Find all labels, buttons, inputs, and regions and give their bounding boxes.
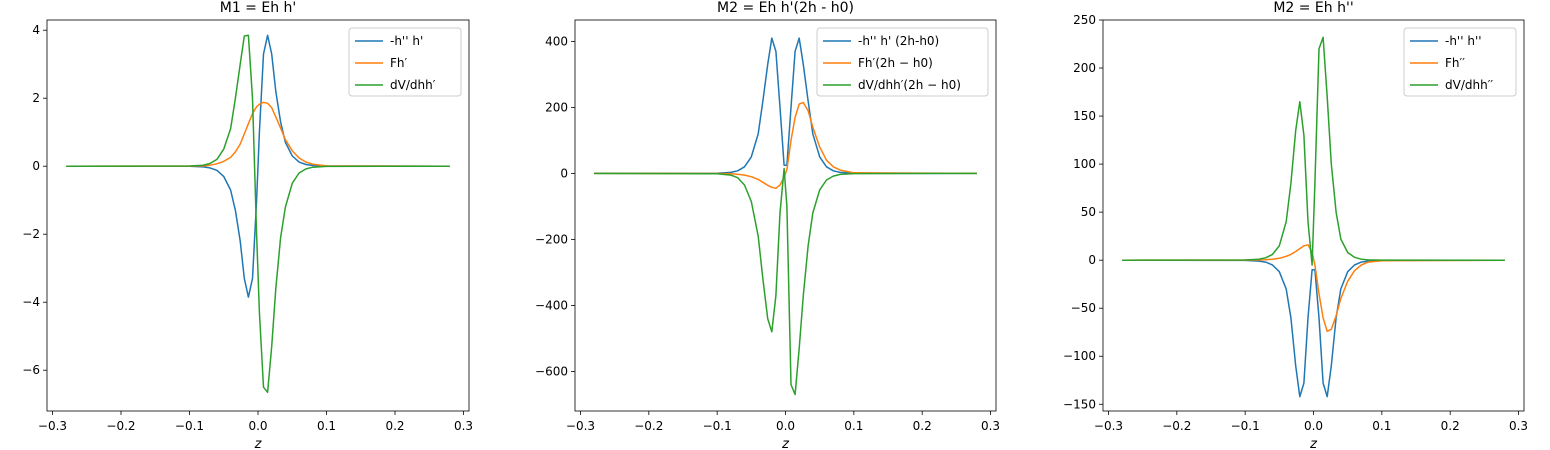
plot-lines bbox=[66, 34, 450, 394]
x-tick-label: 0.0 bbox=[1304, 419, 1323, 433]
x-tick-label: 0.2 bbox=[385, 419, 404, 433]
y-tick-label: −6 bbox=[22, 363, 40, 377]
y-tick-label: −50 bbox=[1071, 301, 1096, 315]
y-tick-label: 150 bbox=[1073, 109, 1096, 123]
chart-panel-2: M2 = Eh h'(2h - h0) −0.3 −0.2 −0.1 0.0 0.1 0.2… bbox=[535, 0, 1000, 450]
x-tick-label: −0.1 bbox=[175, 419, 204, 433]
series-line-3 bbox=[594, 167, 977, 396]
legend-label: Fh′′ bbox=[1445, 56, 1465, 70]
legend: -h'' h' Fh′ dV/dhh′ bbox=[348, 27, 462, 97]
y-tick-label: −400 bbox=[535, 298, 568, 312]
legend-label: Fh′(2h − h0) bbox=[858, 56, 933, 70]
plot-lines bbox=[594, 37, 977, 396]
legend: -h'' h'' Fh′′ dV/dhh′′ bbox=[1403, 27, 1517, 97]
series-line-2 bbox=[66, 101, 450, 167]
x-tick-label: 0.3 bbox=[454, 419, 473, 433]
series-line-2 bbox=[594, 101, 977, 190]
x-tick-label: 0.2 bbox=[1441, 419, 1460, 433]
x-tick-label: 0.0 bbox=[776, 419, 795, 433]
y-tick-label: −150 bbox=[1063, 397, 1096, 411]
y-tick-label: 2 bbox=[32, 91, 40, 105]
x-tick-label: 0.1 bbox=[317, 419, 336, 433]
chart-panel-1: M1 = Eh h' −0.3 −0.2 −0.1 0.0 0.1 0.2 0.3 −6 −4 −2… bbox=[22, 0, 473, 450]
legend-label: dV/dhh′(2h − h0) bbox=[858, 78, 961, 92]
legend-box bbox=[1403, 27, 1517, 97]
x-axis-label: z bbox=[781, 437, 790, 450]
series-line-1 bbox=[1122, 259, 1505, 398]
y-tick-label: −600 bbox=[535, 364, 568, 378]
chart-title: M2 = Eh h'' bbox=[1273, 0, 1353, 16]
y-tick-label: 200 bbox=[545, 100, 568, 114]
legend: -h'' h' (2h-h0) Fh′(2h − h0) dV/dhh′(2h − … bbox=[816, 27, 989, 97]
plot-lines bbox=[1122, 36, 1505, 398]
x-tick-label: −0.3 bbox=[1094, 419, 1123, 433]
series-line-1 bbox=[594, 37, 977, 175]
x-tick-label: −0.1 bbox=[703, 419, 732, 433]
series-line-2 bbox=[1122, 244, 1505, 333]
y-tick-label: 400 bbox=[545, 34, 568, 48]
x-tick-label: −0.3 bbox=[38, 419, 67, 433]
legend-label: -h'' h' (2h-h0) bbox=[858, 34, 939, 48]
legend-label: -h'' h' bbox=[390, 34, 423, 48]
series-line-3 bbox=[1122, 36, 1505, 266]
x-tick-label: 0.0 bbox=[248, 419, 267, 433]
legend-label: -h'' h'' bbox=[1445, 34, 1482, 48]
x-axis-label: z bbox=[254, 437, 263, 450]
chart-title: M2 = Eh h'(2h - h0) bbox=[717, 0, 854, 16]
x-tick-label: −0.1 bbox=[1231, 419, 1260, 433]
legend-label: dV/dhh′′ bbox=[1445, 78, 1493, 92]
x-tick-label: −0.2 bbox=[106, 419, 135, 433]
x-tick-label: 0.1 bbox=[1372, 419, 1391, 433]
y-tick-label: −200 bbox=[535, 232, 568, 246]
x-tick-label: 0.2 bbox=[913, 419, 932, 433]
chart-panel-3: M2 = Eh h'' −0.3 −0.2 −0.1 0.0 0.1 0.2 0.3 −150 −… bbox=[1063, 0, 1528, 450]
y-tick-label: −100 bbox=[1063, 349, 1096, 363]
x-tick-label: 0.3 bbox=[981, 419, 1000, 433]
x-tick-label: −0.3 bbox=[566, 419, 595, 433]
x-tick-label: −0.2 bbox=[1162, 419, 1191, 433]
y-tick-label: 0 bbox=[560, 166, 568, 180]
y-tick-label: 100 bbox=[1073, 157, 1096, 171]
y-tick-label: −4 bbox=[22, 295, 40, 309]
legend-label: Fh′ bbox=[390, 56, 408, 70]
legend-box bbox=[816, 27, 989, 97]
y-tick-label: 250 bbox=[1073, 13, 1096, 27]
x-tick-label: 0.1 bbox=[844, 419, 863, 433]
y-tick-label: −2 bbox=[22, 227, 40, 241]
y-tick-label: 0 bbox=[32, 159, 40, 173]
x-tick-label: 0.3 bbox=[1509, 419, 1528, 433]
y-tick-label: 200 bbox=[1073, 61, 1096, 75]
series-line-1 bbox=[66, 34, 450, 298]
x-tick-label: −0.2 bbox=[634, 419, 663, 433]
y-tick-label: 4 bbox=[32, 23, 40, 37]
x-axis-label: z bbox=[1309, 437, 1318, 450]
legend-label: dV/dhh′ bbox=[390, 78, 436, 92]
series-line-3 bbox=[66, 34, 450, 394]
y-tick-label: 0 bbox=[1088, 253, 1096, 267]
y-tick-label: 50 bbox=[1081, 205, 1096, 219]
legend-box bbox=[348, 27, 462, 97]
chart-title: M1 = Eh h' bbox=[220, 0, 297, 16]
